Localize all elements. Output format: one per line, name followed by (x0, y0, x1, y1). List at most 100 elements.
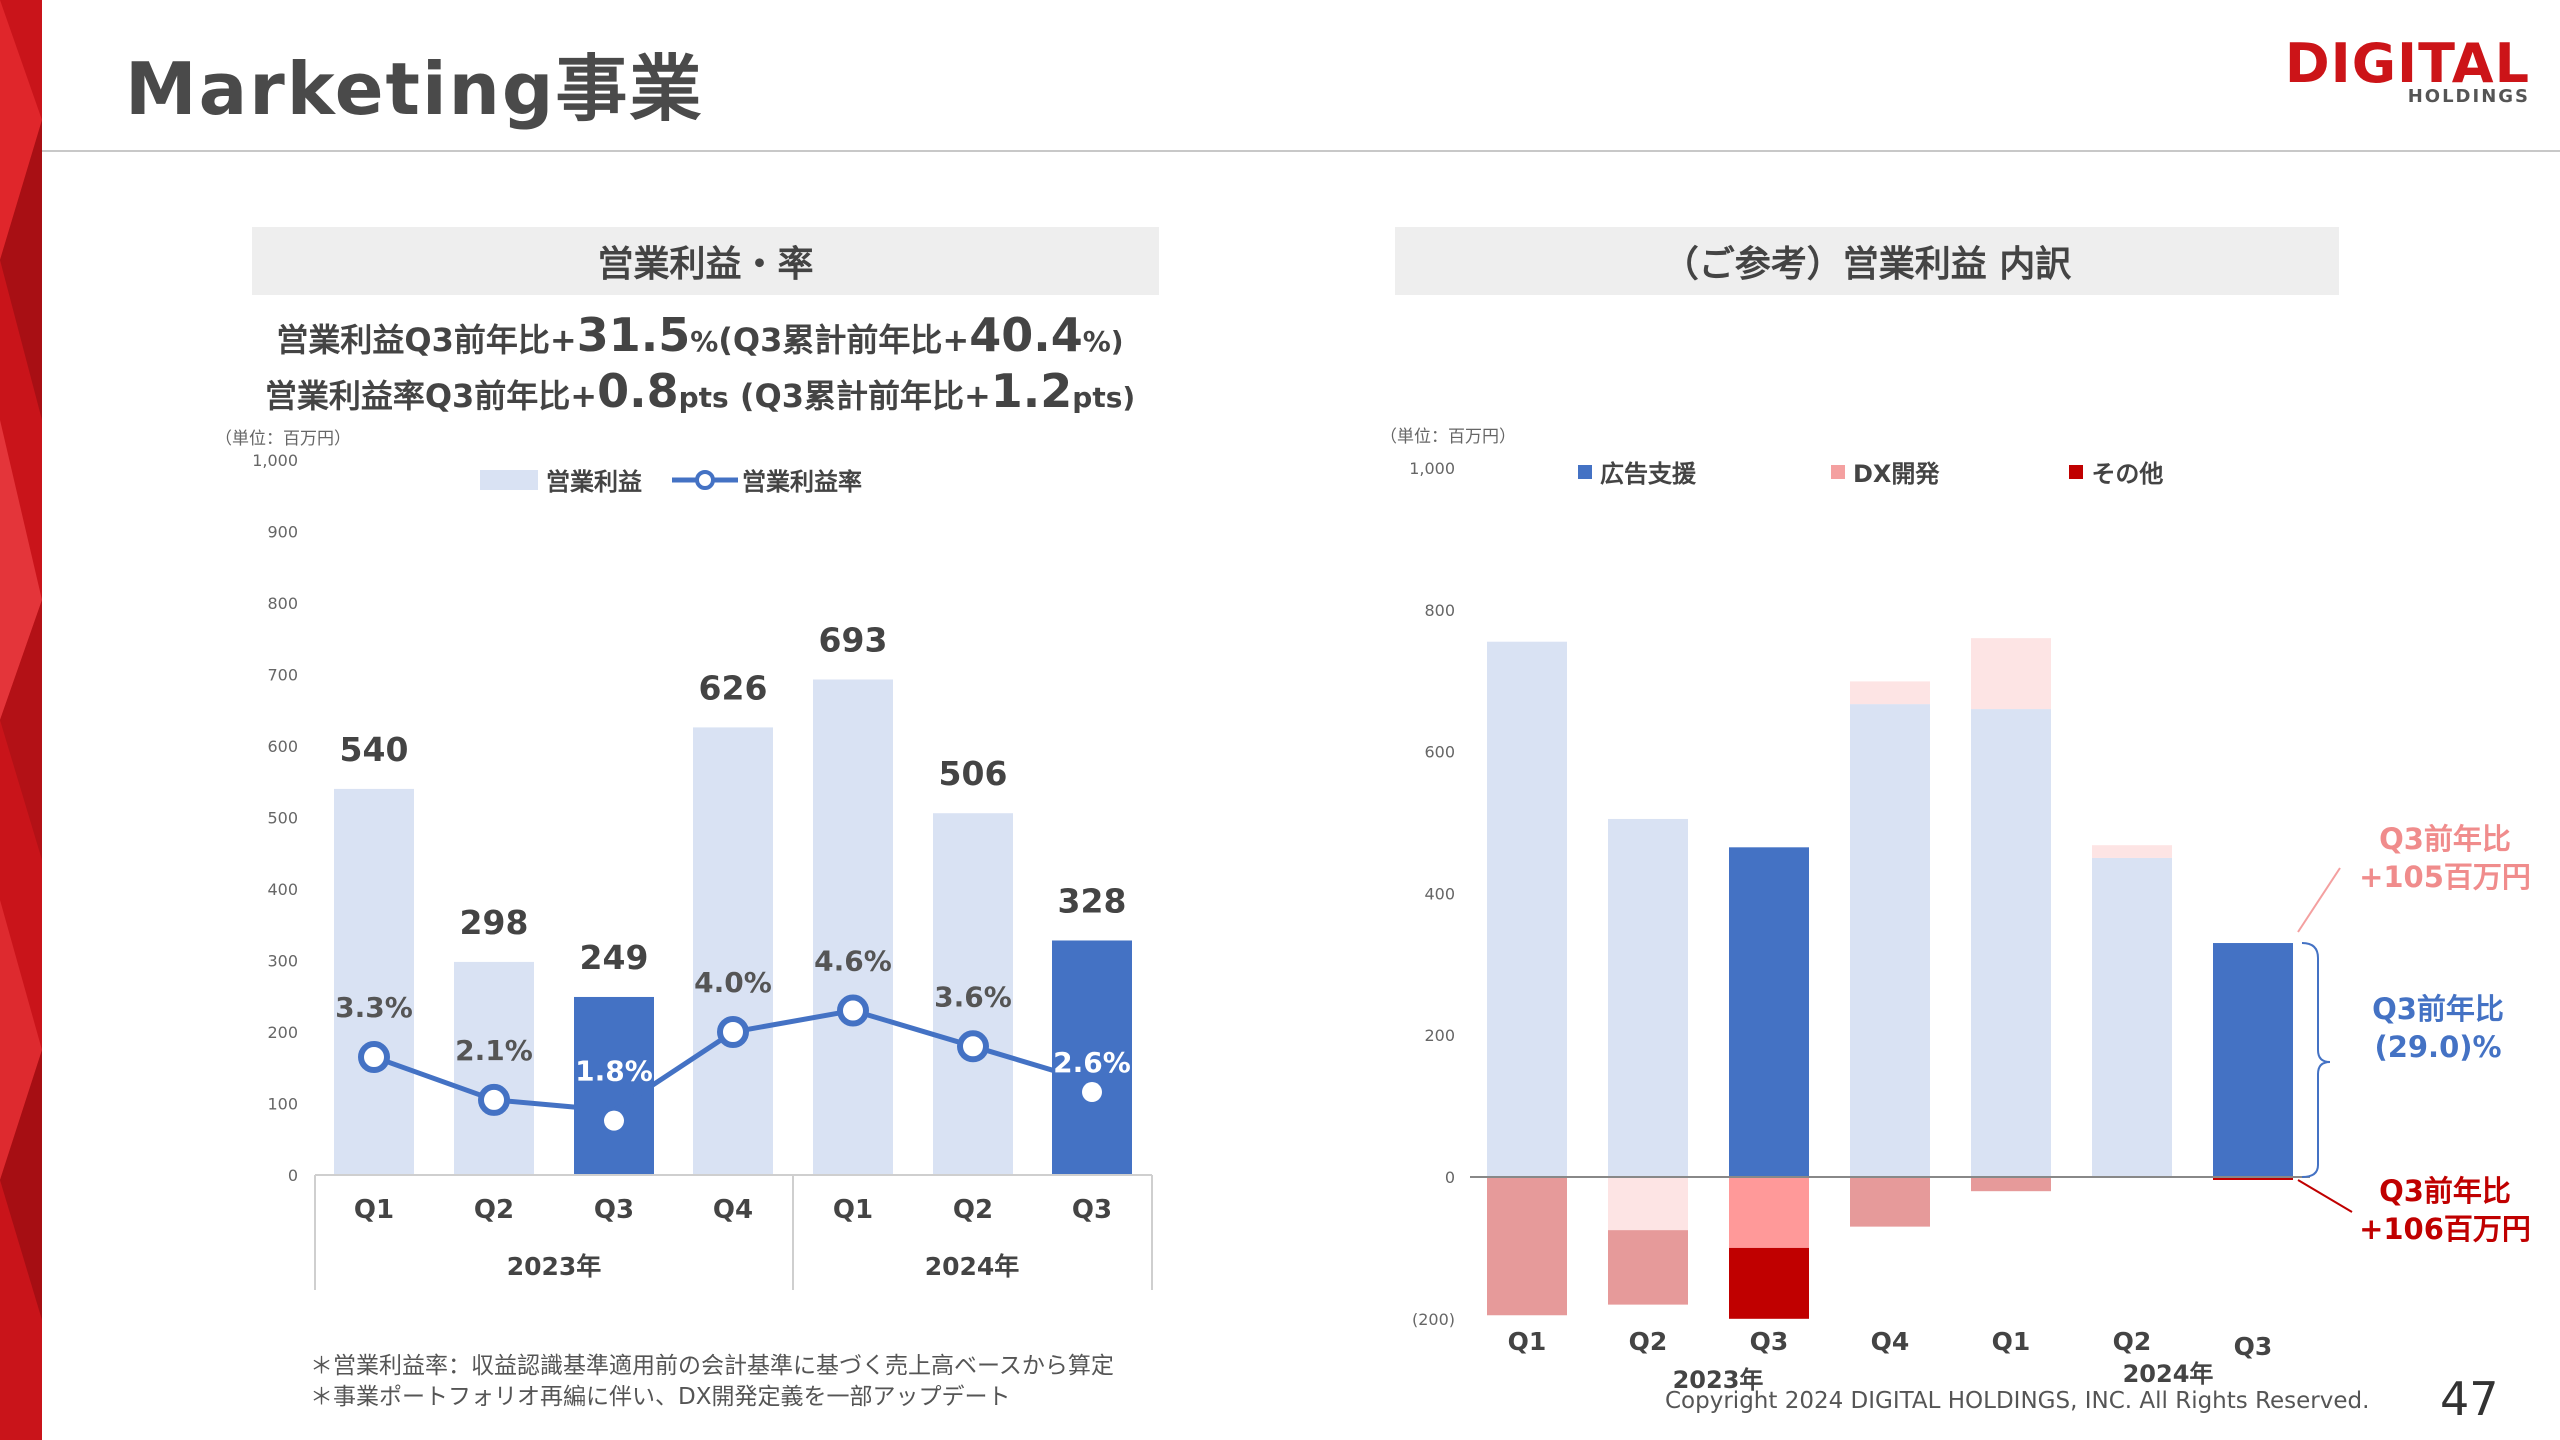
y-tick-label: 200 (1424, 1026, 1455, 1045)
y-tick-label: 0 (1445, 1168, 1455, 1187)
margin-marker (478, 1083, 510, 1116)
year-group-label: 2024年 (925, 1252, 1020, 1281)
bar-value-label: 328 (1058, 881, 1127, 920)
bar-value-label: 693 (819, 621, 888, 660)
dx-bar (1729, 1177, 1809, 1248)
annotation-connector-dx (2297, 867, 2341, 933)
decorative-red-band (0, 0, 42, 1440)
ad-bar (1487, 641, 1567, 1177)
y-tick-label: 500 (267, 809, 298, 828)
x-tick-label: Q3 (1072, 1195, 1112, 1225)
legend-swatch-bar (480, 469, 538, 490)
y-tick-label: 600 (1424, 743, 1455, 762)
x-tick-label: Q2 (474, 1195, 514, 1225)
year-group-label: 2023年 (1673, 1366, 1764, 1394)
profit-bar (693, 727, 773, 1175)
ad-bar (1608, 818, 1688, 1177)
legend-label-ad: 広告支援 (1600, 460, 1696, 488)
annotation-dx: Q3前年比 +105百万円 (2359, 822, 2531, 894)
ad-bar (1850, 704, 1930, 1177)
bar-value-label: 626 (699, 668, 768, 707)
title-divider (42, 150, 2560, 152)
margin-value-label: 3.6% (934, 980, 1012, 1013)
left-panel-header: 営業利益・率 (252, 227, 1159, 295)
y-tick-label: 800 (267, 594, 298, 613)
bar-value-label: 249 (580, 938, 649, 977)
y-tick-label: 600 (267, 737, 298, 756)
margin-marker (837, 994, 869, 1027)
margin-value-label: 4.0% (694, 966, 772, 999)
ad-bar (1971, 709, 2051, 1177)
x-tick-label: Q1 (354, 1195, 394, 1225)
margin-value-label: 4.6% (814, 945, 892, 978)
y-tick-label: 700 (267, 666, 298, 685)
footnote-1: ＊営業利益率：収益認識基準適用前の会計基準に基づく売上高ベースから算定 (310, 1353, 1114, 1379)
x-tick-label: Q4 (713, 1195, 753, 1225)
other-bar (1729, 1247, 1809, 1319)
right-unit-label: （単位：百万円） (1380, 427, 1516, 447)
x-tick-label: Q4 (1871, 1327, 1910, 1356)
x-tick-label: Q3 (594, 1195, 634, 1225)
x-tick-label: Q2 (953, 1195, 993, 1225)
y-tick-label: 1,000 (252, 451, 298, 470)
ad-bar (1729, 847, 1809, 1177)
y-tick-label: 0 (288, 1166, 298, 1185)
other-bar (2213, 1177, 2293, 1180)
x-tick-label: Q1 (1992, 1327, 2031, 1356)
year-group-label: 2023年 (507, 1252, 602, 1281)
margin-marker (957, 1030, 989, 1063)
legend-label-profit: 営業利益 (546, 468, 642, 496)
x-tick-label: Q1 (833, 1195, 873, 1225)
dx-bar-light (1850, 681, 1930, 705)
left-unit-label: （単位：百万円） (215, 429, 351, 449)
summary-line-2: 営業利益率Q3前年比+0.8pts (Q3累計前年比+1.2pts) (264, 364, 1136, 418)
page-number: 47 (2440, 1372, 2499, 1426)
x-tick-label: Q3 (2234, 1332, 2273, 1361)
margin-marker (604, 1110, 624, 1131)
page-title: Marketing事業 (125, 47, 704, 131)
copyright: Copyright 2024 DIGITAL HOLDINGS, INC. Al… (1665, 1388, 2370, 1414)
bar-value-label: 540 (340, 730, 409, 769)
margin-marker (1082, 1082, 1102, 1103)
legend-label-other: その他 (2091, 460, 2164, 488)
dx-bar (1850, 1177, 1930, 1227)
legend-swatch-dx (1831, 464, 1845, 479)
x-tick-label: Q3 (1750, 1327, 1789, 1356)
margin-value-label: 2.6% (1053, 1046, 1131, 1079)
y-tick-label: 800 (1424, 601, 1455, 620)
x-tick-label: Q1 (1508, 1327, 1547, 1356)
right-legend: 広告支援 DX開発 その他 (1578, 454, 2163, 489)
margin-marker (358, 1041, 390, 1074)
legend-label-dx: DX開発 (1853, 460, 1940, 488)
margin-value-label: 2.1% (455, 1034, 533, 1067)
profit-bar (933, 813, 1013, 1175)
y-tick-label: 400 (1424, 884, 1455, 903)
legend-label-margin: 営業利益率 (742, 468, 862, 496)
ad-bar (2092, 857, 2172, 1177)
footnote-2: ＊事業ポートフォリオ再編に伴い、DX開発定義を一部アップデート (310, 1384, 1011, 1410)
y-tick-label: 200 (267, 1023, 298, 1042)
x-tick-label: Q2 (1629, 1327, 1668, 1356)
profit-bar (574, 996, 654, 1175)
dx-bar-light (1608, 1177, 1688, 1231)
y-tick-label: (200) (1412, 1310, 1455, 1329)
annotation-connector-other (2297, 1179, 2353, 1213)
y-tick-label: 300 (267, 952, 298, 971)
company-logo: DIGITAL HOLDINGS (2285, 32, 2530, 112)
legend-swatch-other (2069, 464, 2084, 479)
right-panel-header: （ご参考）営業利益 内訳 (1395, 227, 2339, 295)
margin-marker (717, 1016, 749, 1048)
summary-line-1: 営業利益Q3前年比+31.5%(Q3累計前年比+40.4%) (276, 308, 1124, 362)
dx-bar (1971, 638, 2051, 710)
ad-bar (2213, 943, 2293, 1177)
logo-main-text: DIGITAL (2284, 32, 2530, 95)
legend-swatch-ad (1578, 464, 1592, 479)
y-tick-label: 400 (267, 880, 298, 899)
legend-swatch-line (672, 469, 738, 490)
logo-sub-text: HOLDINGS (2407, 86, 2530, 107)
bar-value-label: 298 (460, 903, 529, 942)
profit-bar (1052, 940, 1132, 1175)
margin-value-label: 1.8% (575, 1055, 653, 1088)
